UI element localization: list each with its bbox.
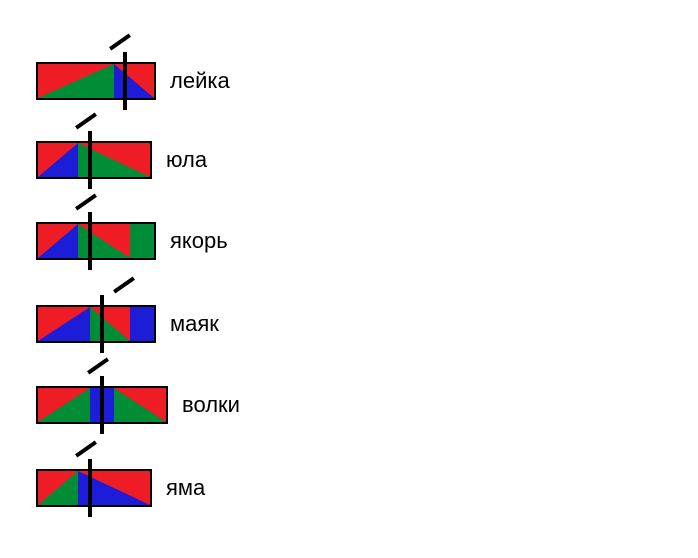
stress-tick <box>113 276 135 293</box>
segment-triangle <box>38 471 78 505</box>
stress-tick <box>109 33 131 50</box>
word-row: волки <box>36 386 240 424</box>
segment <box>78 224 130 258</box>
segment-triangle <box>38 143 78 177</box>
word-label: маяк <box>170 311 219 337</box>
segment-triangle <box>38 64 114 98</box>
segment <box>130 224 154 258</box>
segment-triangle <box>114 388 166 422</box>
syllable-divider <box>88 459 92 517</box>
syllable-divider <box>100 295 104 353</box>
segments-box <box>36 222 156 260</box>
segment <box>38 143 78 177</box>
segment-triangle <box>90 307 130 341</box>
word-row: юла <box>36 141 207 179</box>
syllable-divider <box>100 376 104 434</box>
stress-tick <box>75 440 97 457</box>
segment <box>90 307 130 341</box>
word-label: волки <box>182 392 240 418</box>
word-label: якорь <box>170 228 228 254</box>
segment-triangle <box>38 388 90 422</box>
segment <box>38 224 78 258</box>
segment <box>130 307 154 341</box>
segments-wrap <box>36 305 156 343</box>
syllable-divider <box>123 52 127 110</box>
segment <box>38 64 114 98</box>
segment <box>38 471 78 505</box>
segment <box>114 64 154 98</box>
segments-box <box>36 141 152 179</box>
segment <box>38 307 90 341</box>
segment-triangle <box>114 64 154 98</box>
stress-tick <box>75 193 97 210</box>
syllable-divider <box>88 131 92 189</box>
segments-wrap <box>36 469 152 507</box>
segments-box <box>36 469 152 507</box>
word-row: якорь <box>36 222 228 260</box>
segments-wrap <box>36 222 156 260</box>
segment-triangle <box>38 307 90 341</box>
syllable-divider <box>88 212 92 270</box>
segments-wrap <box>36 62 156 100</box>
word-label: юла <box>166 147 207 173</box>
segment <box>114 388 166 422</box>
segments-box <box>36 305 156 343</box>
segments-wrap <box>36 141 152 179</box>
segment-triangle <box>78 224 130 258</box>
segments-wrap <box>36 386 168 424</box>
word-row: маяк <box>36 305 219 343</box>
segment <box>38 388 90 422</box>
word-label: лейка <box>170 68 230 94</box>
word-label: яма <box>166 475 205 501</box>
word-row: яма <box>36 469 205 507</box>
segments-box <box>36 62 156 100</box>
stress-tick <box>87 357 109 374</box>
segment-triangle <box>38 224 78 258</box>
stress-tick <box>75 112 97 129</box>
diagram-stage: лейка юла якорь маяк волки яма <box>0 0 698 558</box>
word-row: лейка <box>36 62 230 100</box>
